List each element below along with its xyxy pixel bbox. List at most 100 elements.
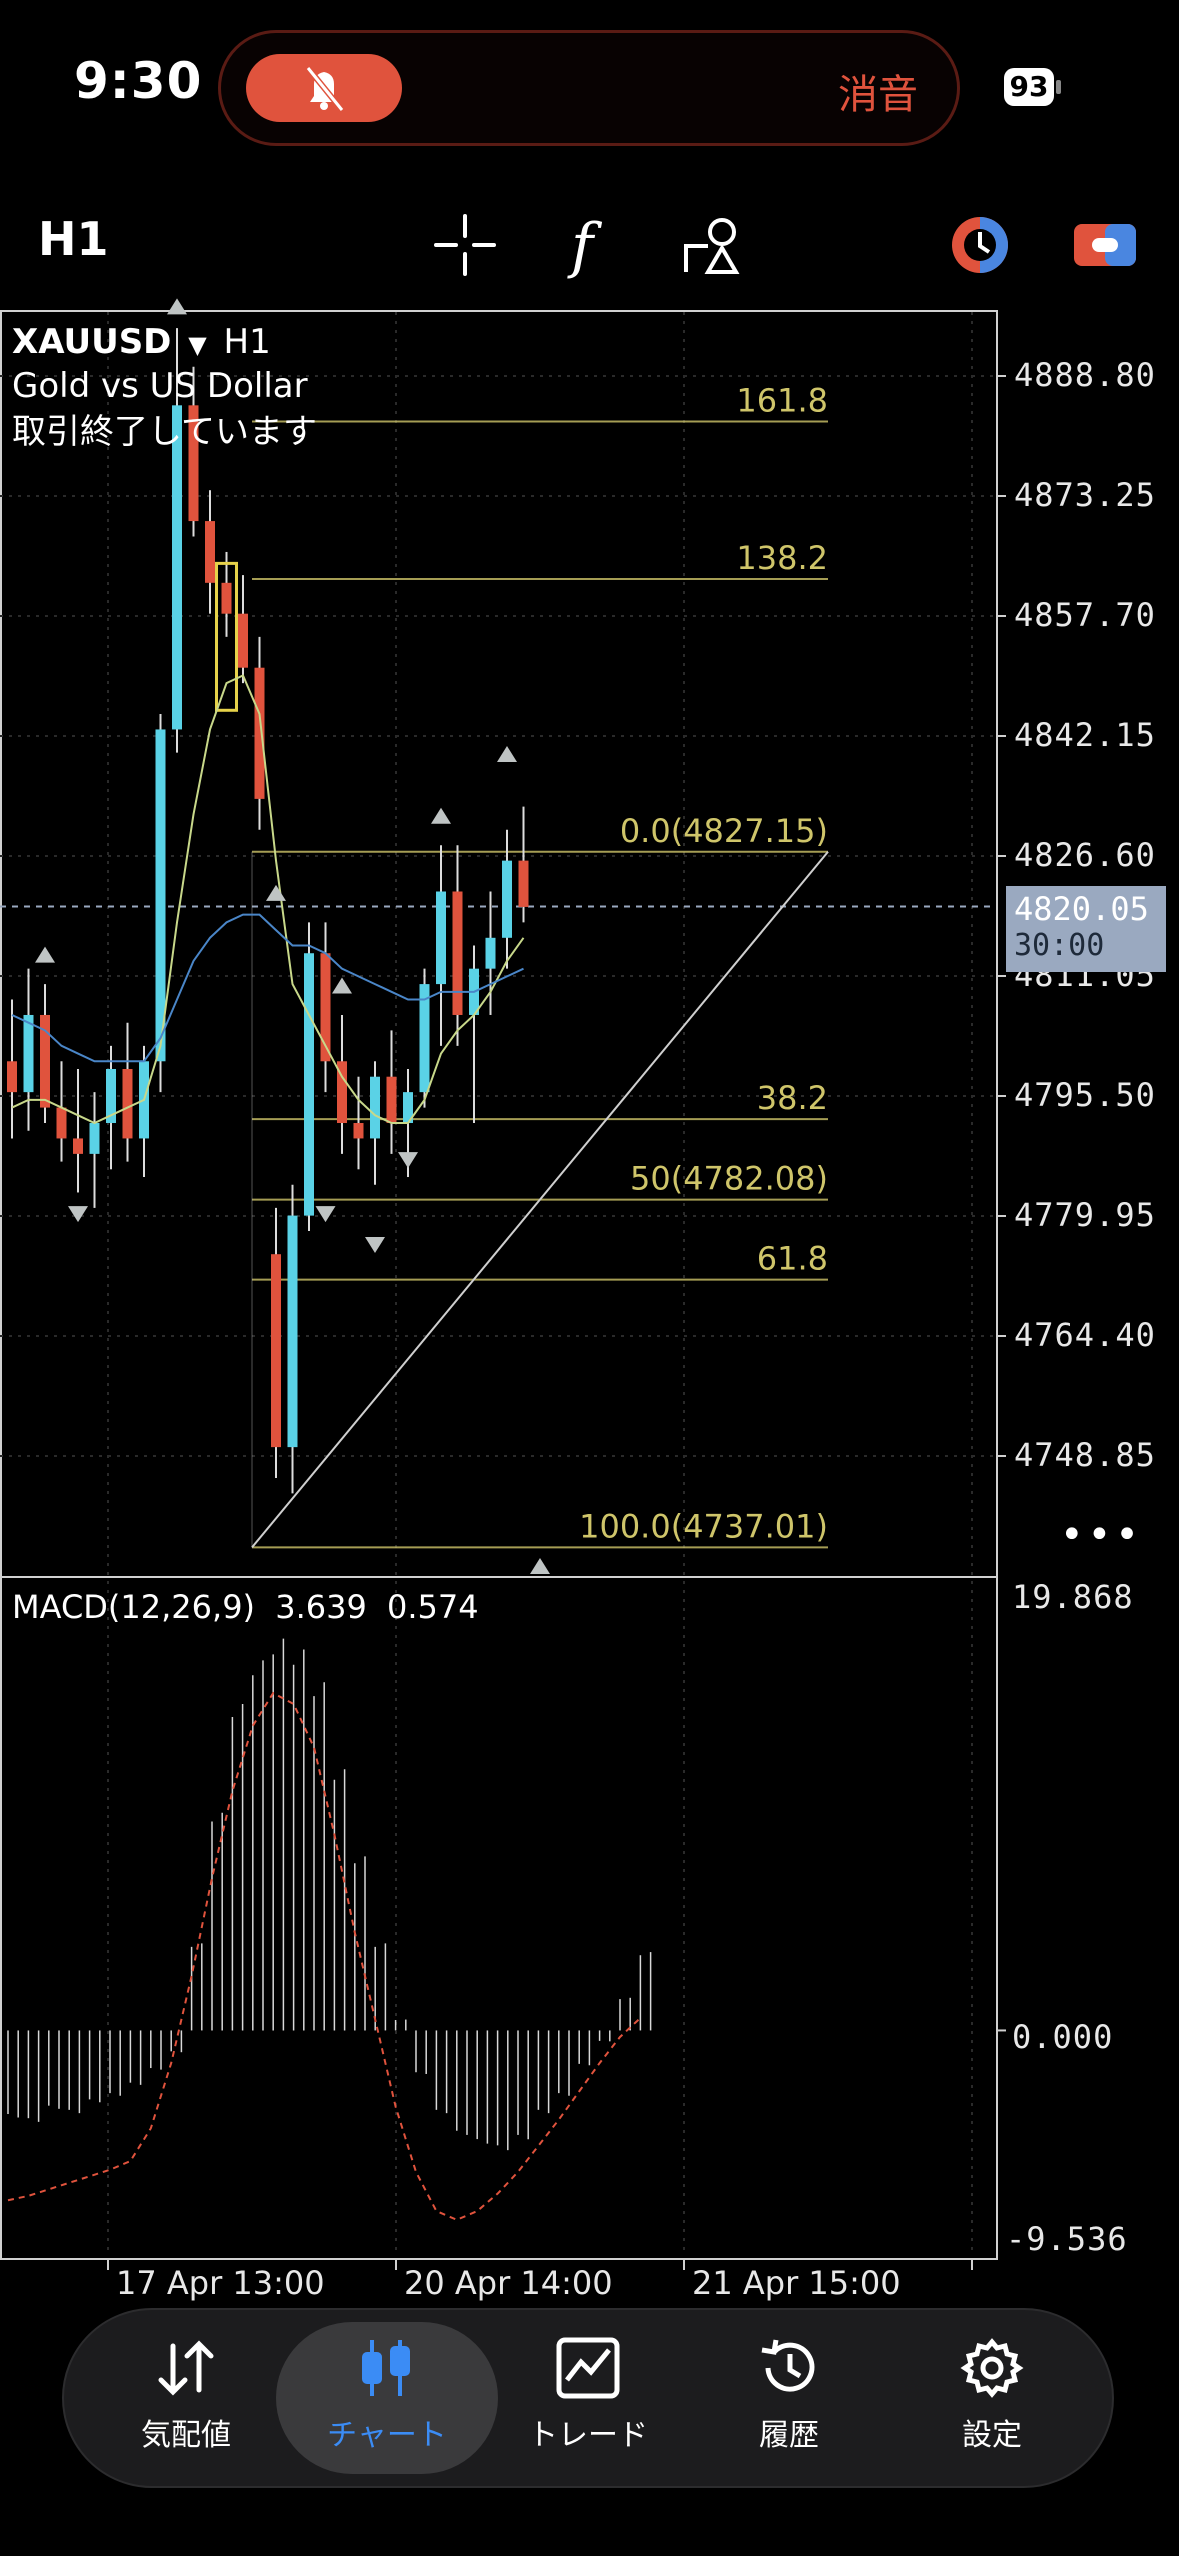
nav-label: 設定 <box>962 2418 1022 2453</box>
candle-body <box>40 1014 50 1108</box>
candle-body <box>172 405 182 730</box>
status-time: 9:30 <box>74 52 203 110</box>
fibo-trendline <box>251 851 829 1549</box>
time-label: 17 Apr 13:00 <box>116 2264 325 2302</box>
more-options-icon[interactable]: ••• <box>1060 1512 1143 1558</box>
battery-cap <box>1056 80 1061 94</box>
trade-chart-icon <box>556 2337 620 2399</box>
symbol-timeframe: H1 <box>223 322 271 362</box>
nav-trade[interactable]: トレード <box>498 2336 678 2454</box>
symbol-name: XAUUSD <box>12 322 172 362</box>
candle-body <box>304 953 314 1216</box>
macd-panel-frame[interactable] <box>0 1576 998 2260</box>
fractal-down-marker <box>315 1206 336 1223</box>
candle-body <box>89 1123 100 1154</box>
candle-body <box>23 1014 34 1093</box>
candle-body <box>155 729 166 1062</box>
candle-body <box>386 1076 397 1124</box>
fractal-up-marker <box>497 746 517 763</box>
price-axis-label: 4779.95 <box>1014 1196 1156 1234</box>
color-theme-icon[interactable] <box>945 210 1015 280</box>
bell-slash-icon <box>305 66 345 112</box>
bar-countdown: 30:00 <box>1014 928 1105 963</box>
updown-arrows-icon <box>158 2340 214 2396</box>
symbol-description: Gold vs US Dollar <box>12 366 308 406</box>
macd-axis-top: 19.868 <box>1012 1578 1134 1616</box>
nav-label: チャート <box>327 2418 447 2453</box>
nav-label: 履歴 <box>759 2418 819 2453</box>
fractal-down-marker <box>398 1152 418 1169</box>
price-axis-label: 4826.60 <box>1014 836 1156 874</box>
symbol-row[interactable]: XAUUSD ▼ H1 <box>12 322 271 362</box>
time-label: 21 Apr 15:00 <box>692 2264 901 2302</box>
ma-fast-line <box>11 674 525 1125</box>
candle-body <box>518 860 529 907</box>
nav-quotes[interactable]: 気配値 <box>96 2336 276 2454</box>
nav-history[interactable]: 履歴 <box>699 2336 879 2454</box>
candle-body <box>419 984 430 1093</box>
price-chart-frame[interactable] <box>0 310 998 1576</box>
macd-axis-bottom: -9.536 <box>1006 2220 1128 2258</box>
mute-label: 消音 <box>838 72 918 118</box>
toggle-icon[interactable] <box>1070 210 1140 280</box>
symbol-dropdown-icon[interactable]: ▼ <box>188 331 207 359</box>
candle-body <box>353 1123 364 1139</box>
fibo-level-label: 100.0(4737.01) <box>579 1507 828 1545</box>
macd-title: MACD(12,26,9) <box>12 1588 256 1626</box>
mute-indicator <box>246 54 402 122</box>
candle-body <box>271 1254 281 1448</box>
candle-body <box>370 1076 380 1139</box>
candle-body <box>403 1092 413 1124</box>
current-price-box <box>1006 886 1166 972</box>
candle-body <box>254 667 265 799</box>
candle-body <box>502 860 512 938</box>
current-price: 4820.05 <box>1014 890 1149 928</box>
candle-body <box>436 891 446 985</box>
time-label: 20 Apr 14:00 <box>404 2264 613 2302</box>
ma-slow-line <box>11 913 524 1063</box>
macd-signal-value: 0.574 <box>386 1588 479 1626</box>
candlestick-icon <box>362 2340 410 2396</box>
nav-chart[interactable]: チャート <box>297 2336 477 2454</box>
fibo-level-label: 38.2 <box>757 1079 828 1117</box>
nav-settings[interactable]: 設定 <box>902 2336 1082 2454</box>
fractal-up-marker <box>35 946 55 963</box>
indicator-f-icon[interactable]: f <box>553 210 623 280</box>
candle-body <box>337 1061 347 1124</box>
candle-body <box>452 891 463 1015</box>
history-clock-icon <box>761 2339 815 2392</box>
fractal-down-marker <box>68 1206 88 1223</box>
fractal-up-marker <box>332 977 352 994</box>
objects-shapes-icon[interactable] <box>678 210 748 280</box>
candle-body <box>320 953 331 1062</box>
price-axis-label: 4795.50 <box>1014 1076 1156 1114</box>
nav-label: 気配値 <box>141 2418 231 2453</box>
price-axis-label: 4748.85 <box>1014 1436 1156 1474</box>
chart-shift-marker <box>530 1558 550 1574</box>
candle-body <box>188 405 199 522</box>
chart-canvas[interactable]: 161.8 138.2 0.0(4827.15) 38.2 50(4782.08) 61.… <box>0 0 1179 2300</box>
macd-header: MACD(12,26,9) 3.639 0.574 <box>12 1588 479 1626</box>
timeframe-button[interactable]: H1 <box>38 212 109 266</box>
price-axis-label: 4842.15 <box>1014 716 1156 754</box>
fractal-up-marker <box>167 298 187 315</box>
fractal-up-marker <box>266 884 286 901</box>
fibo-level-label: 138.2 <box>736 539 828 577</box>
candle-body <box>238 613 248 668</box>
fibo-level-label: 0.0(4827.15) <box>620 812 828 850</box>
macd-signal-line <box>7 1691 642 2221</box>
crosshair-icon[interactable] <box>430 210 500 280</box>
battery-indicator: 93 <box>1004 68 1054 106</box>
candle-body <box>7 1061 17 1093</box>
candle-body <box>287 1215 298 1448</box>
nav-active-highlight <box>276 2322 498 2474</box>
price-axis-label: 4873.25 <box>1014 476 1156 514</box>
fractal-up-marker <box>431 807 451 824</box>
candle-body <box>221 582 232 614</box>
candle-body <box>56 1107 67 1139</box>
nav-label: トレード <box>528 2418 648 2453</box>
price-axis-label: 4764.40 <box>1014 1316 1156 1354</box>
candle-body <box>106 1068 116 1124</box>
selected-candle-box <box>215 561 238 712</box>
fractal-down-marker <box>365 1237 385 1254</box>
